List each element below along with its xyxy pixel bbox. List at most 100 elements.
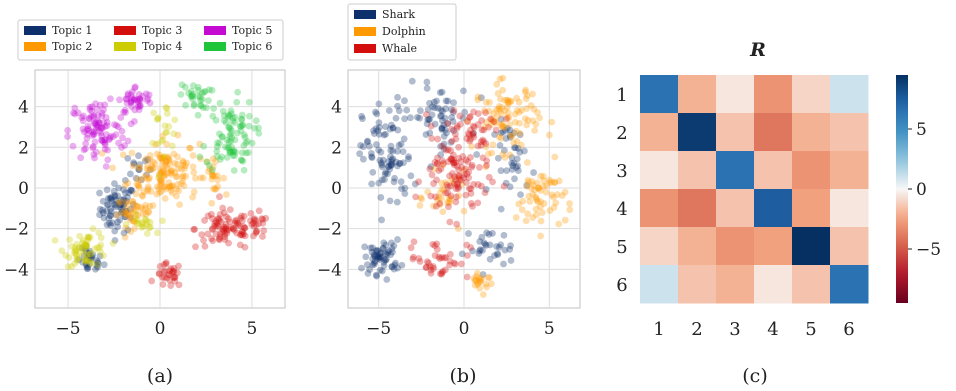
data-point — [78, 114, 86, 121]
data-point — [159, 154, 167, 162]
data-point — [159, 154, 166, 162]
heatmap-cell — [716, 189, 755, 228]
data-point — [118, 208, 126, 216]
data-point — [548, 191, 556, 199]
data-point — [75, 254, 83, 262]
data-point — [213, 143, 221, 151]
data-point — [199, 174, 207, 182]
data-point — [236, 231, 244, 239]
data-point — [162, 104, 170, 111]
data-point — [511, 118, 519, 126]
heatmap-cell — [716, 151, 755, 190]
data-point — [159, 132, 167, 140]
data-point — [436, 89, 444, 96]
data-point — [444, 198, 451, 206]
data-point — [510, 129, 518, 137]
data-point — [422, 263, 430, 271]
data-point — [422, 264, 430, 272]
data-point — [147, 188, 155, 195]
data-point — [426, 129, 434, 137]
data-point — [159, 217, 166, 225]
data-point — [239, 231, 246, 239]
data-point — [433, 176, 440, 184]
data-point — [427, 192, 435, 200]
data-point — [259, 233, 266, 240]
data-point — [238, 156, 246, 164]
data-point — [458, 260, 465, 268]
data-point — [455, 174, 462, 182]
data-point — [523, 105, 531, 113]
data-point — [233, 129, 241, 137]
data-point — [230, 148, 237, 156]
data-point — [250, 222, 258, 230]
data-point — [197, 174, 205, 182]
data-point — [467, 244, 475, 251]
data-point — [135, 91, 143, 98]
data-point — [135, 166, 143, 174]
data-point — [450, 156, 457, 164]
data-point — [506, 133, 514, 141]
data-point — [81, 258, 89, 266]
data-point — [98, 136, 106, 144]
data-point — [512, 214, 520, 221]
data-point — [462, 156, 470, 164]
data-point — [222, 119, 230, 126]
data-point — [504, 98, 512, 106]
data-point — [196, 140, 204, 148]
data-point — [117, 201, 125, 209]
data-point — [398, 261, 406, 269]
data-point — [130, 207, 137, 215]
data-point — [221, 143, 229, 151]
data-point — [168, 269, 176, 276]
data-point — [83, 134, 91, 142]
data-point — [532, 120, 540, 128]
data-point — [227, 137, 235, 145]
data-point — [94, 260, 102, 267]
data-point — [214, 139, 221, 147]
data-point — [440, 186, 448, 194]
data-point — [543, 182, 550, 189]
data-point — [378, 216, 386, 224]
data-point — [171, 273, 179, 281]
data-point — [381, 170, 389, 178]
data-point — [409, 255, 417, 263]
data-point — [160, 153, 168, 160]
data-point — [445, 203, 452, 211]
data-point — [229, 117, 237, 125]
data-point — [431, 252, 439, 259]
data-point — [185, 89, 193, 97]
heatmap-cell — [754, 265, 793, 304]
data-point — [497, 241, 505, 249]
data-point — [465, 168, 473, 176]
col-label: 2 — [691, 319, 702, 340]
data-point — [124, 137, 132, 145]
data-point — [210, 105, 218, 112]
data-point — [469, 129, 477, 137]
data-point — [406, 114, 414, 122]
data-point — [456, 176, 464, 183]
data-point — [260, 227, 268, 235]
data-point — [157, 168, 165, 176]
data-point — [128, 187, 136, 195]
data-point — [416, 114, 423, 122]
data-point — [211, 220, 219, 227]
data-point — [91, 154, 98, 162]
data-point — [84, 233, 92, 241]
data-point — [230, 167, 238, 174]
data-point — [119, 134, 126, 142]
data-point — [259, 219, 267, 227]
data-point — [394, 102, 401, 110]
colorbar-tick-label: −5 — [916, 240, 941, 260]
data-point — [124, 226, 132, 234]
data-point — [118, 127, 126, 135]
data-point — [389, 124, 397, 132]
data-point — [460, 166, 468, 174]
data-point — [455, 172, 463, 180]
data-point — [68, 263, 76, 270]
data-point — [467, 200, 475, 207]
data-point — [430, 202, 437, 210]
data-point — [58, 247, 66, 255]
data-point — [433, 160, 441, 168]
